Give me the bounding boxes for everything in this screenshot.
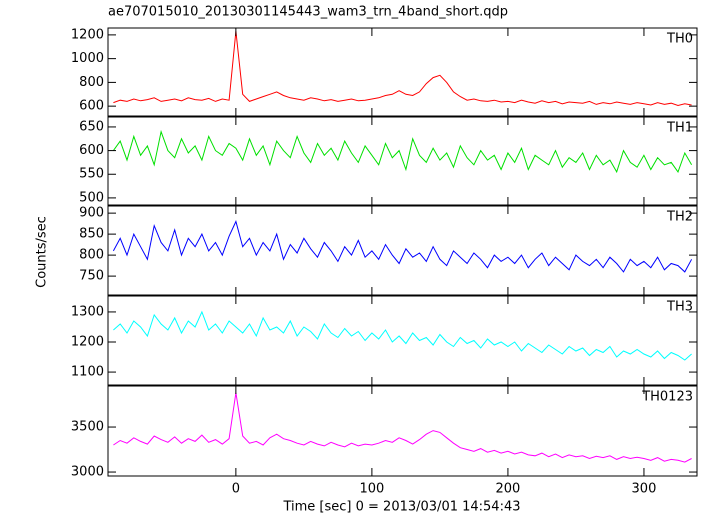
y-tick-label: 3000 [71, 465, 104, 480]
panel-frame [107, 27, 698, 117]
panel-frame [107, 295, 698, 386]
light-curve [113, 392, 692, 463]
light-curve [113, 31, 692, 107]
y-axis-label: Counts/sec [35, 216, 50, 288]
y-tick-label: 900 [79, 206, 104, 221]
y-tick-label: 800 [79, 248, 104, 263]
legend-label: TH1 [666, 121, 693, 136]
y-tick-label: 800 [79, 75, 104, 90]
y-tick-label: 500 [79, 190, 104, 205]
y-tick-label: 600 [79, 99, 104, 114]
panel-frame [107, 205, 698, 296]
chart-title: ae707015010_20130301145443_wam3_trn_4ban… [108, 5, 508, 20]
legend-label: TH0 [666, 32, 693, 47]
y-tick-label: 1200 [71, 335, 104, 350]
y-tick-label: 3500 [71, 420, 104, 435]
y-tick-label: 850 [79, 227, 104, 242]
light-curve [113, 310, 692, 361]
legend-label: TH0123 [641, 390, 693, 405]
y-tick-label: 550 [79, 167, 104, 182]
light-curve [112, 129, 693, 174]
legend-label: TH3 [666, 300, 693, 315]
panel-frame [107, 385, 698, 477]
x-tick-label: 0 [232, 482, 240, 497]
y-tick-label: 1300 [71, 304, 104, 319]
y-tick-label: 1000 [71, 51, 104, 66]
y-tick-label: 650 [79, 119, 104, 134]
legend-label: TH2 [666, 210, 693, 225]
panel-frame [107, 116, 698, 206]
y-tick-label: 600 [79, 143, 104, 158]
x-tick-label: 300 [632, 482, 657, 497]
x-tick-label: 100 [359, 482, 384, 497]
y-tick-label: 1100 [71, 365, 104, 380]
y-tick-label: 1200 [71, 27, 104, 42]
y-tick-label: 750 [79, 269, 104, 284]
light-curve [112, 220, 693, 273]
x-axis-label: Time [sec] 0 = 2013/03/01 14:54:43 [282, 500, 520, 515]
x-tick-label: 200 [496, 482, 521, 497]
